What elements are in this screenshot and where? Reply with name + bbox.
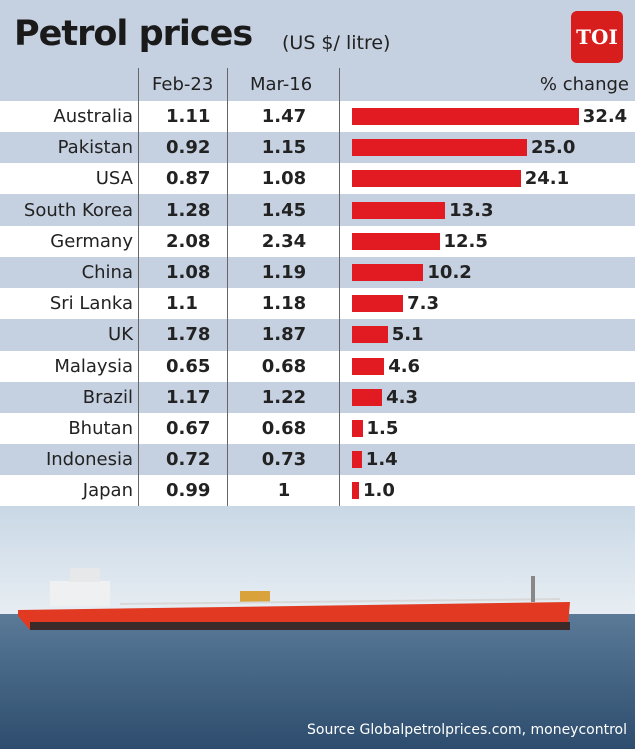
mar16-value: 0.68 — [261, 355, 307, 377]
pct-change-bar — [352, 482, 359, 500]
pct-change-label: 1.4 — [365, 449, 398, 471]
feb23-value: 0.65 — [166, 355, 211, 377]
pct-change-label: 1.5 — [366, 418, 399, 439]
feb23-value: 0.72 — [166, 449, 211, 471]
feb23-value: 1.08 — [166, 262, 211, 283]
pct-change-bar — [352, 295, 404, 313]
table-row: UK 1.78 1.87 5.1 — [0, 319, 635, 350]
header-feb23: Feb-23 — [152, 74, 214, 95]
source-note: Source Globalpetrolprices.com, moneycont… — [307, 722, 627, 738]
pct-change-bar — [352, 170, 521, 188]
pct-change-label: 4.3 — [386, 386, 418, 408]
feb23-value: 1.28 — [166, 199, 211, 221]
feb23-value: 0.92 — [166, 137, 211, 159]
pct-change-label: 32.4 — [582, 106, 628, 127]
pct-change-bar — [352, 108, 579, 125]
pct-change-bar — [352, 420, 363, 437]
toi-logo: TOI — [571, 11, 623, 63]
pct-change-bar — [352, 326, 388, 344]
feb23-value: 1.1 — [166, 293, 198, 315]
pct-change-label: 24.1 — [524, 168, 570, 190]
country-label: Pakistan — [57, 137, 133, 159]
pct-change-label: 7.3 — [407, 293, 439, 315]
country-label: Germany — [50, 230, 133, 252]
table-row: Australia 1.11 1.47 32.4 — [0, 101, 635, 132]
country-label: Japan — [82, 480, 133, 502]
country-label: Australia — [53, 106, 133, 127]
table-row: Germany 2.08 2.34 12.5 — [0, 225, 635, 257]
mar16-value: 1.19 — [261, 262, 307, 283]
country-label: South Korea — [23, 199, 133, 221]
mar16-value: 1.08 — [261, 168, 307, 190]
pct-change-label: 13.3 — [449, 199, 494, 221]
feb23-value: 2.08 — [166, 230, 211, 252]
pct-change-label: 5.1 — [391, 324, 424, 346]
table-row: Sri Lanka 1.1 1.18 7.3 — [0, 288, 635, 320]
pct-change-bar — [352, 264, 424, 281]
table-row: China 1.08 1.19 10.2 — [0, 257, 635, 288]
country-label: Bhutan — [68, 418, 133, 439]
feb23-value: 1.17 — [166, 386, 211, 408]
mar16-value: 1.15 — [261, 137, 307, 159]
mar16-value: 1.18 — [261, 293, 307, 315]
pct-change-label: 10.2 — [427, 262, 472, 283]
tanker-ship-photo — [0, 506, 635, 749]
mar16-value: 2.34 — [261, 230, 307, 252]
pct-change-bar — [352, 232, 440, 250]
table-row: Malaysia 0.65 0.68 4.6 — [0, 350, 635, 382]
table-row: Japan 0.99 1 1.0 — [0, 475, 635, 507]
divider — [227, 68, 228, 506]
feb23-value: 0.67 — [166, 418, 211, 439]
country-label: Indonesia — [45, 449, 133, 471]
mar16-value: 1.45 — [261, 199, 307, 221]
divider — [138, 68, 139, 506]
table-row: Brazil 1.17 1.22 4.3 — [0, 382, 635, 413]
pct-change-bar — [352, 201, 446, 219]
chart-subtitle: (US $/ litre) — [282, 32, 391, 54]
feb23-value: 0.99 — [166, 480, 211, 502]
table-row: South Korea 1.28 1.45 13.3 — [0, 195, 635, 226]
mar16-value: 0.73 — [261, 449, 307, 471]
pct-change-label: 12.5 — [443, 230, 488, 252]
chart-title: Petrol prices — [14, 14, 253, 54]
country-label: Malaysia — [54, 355, 133, 377]
feb23-value: 1.78 — [166, 324, 211, 346]
country-label: UK — [108, 324, 133, 346]
country-label: Brazil — [82, 386, 133, 408]
pct-change-label: 4.6 — [388, 355, 421, 377]
pct-change-bar — [352, 357, 385, 375]
pct-change-label: 1.0 — [363, 480, 395, 502]
header-mar16: Mar-16 — [250, 74, 313, 95]
table-row: Pakistan 0.92 1.15 25.0 — [0, 132, 635, 163]
table-row: USA 0.87 1.08 24.1 — [0, 163, 635, 195]
country-label: China — [81, 262, 133, 283]
pct-change-bar — [352, 451, 362, 469]
mar16-value: 1.22 — [261, 386, 307, 408]
divider — [339, 68, 340, 506]
header-pct-change: % change — [539, 74, 629, 95]
pct-change-bar — [352, 388, 383, 406]
country-label: Sri Lanka — [49, 293, 133, 315]
mar16-value: 1.47 — [261, 106, 307, 127]
table-row: Bhutan 0.67 0.68 1.5 — [0, 413, 635, 444]
feb23-value: 1.11 — [166, 106, 211, 127]
pct-change-label: 25.0 — [531, 137, 576, 159]
mar16-value: 1.87 — [261, 324, 307, 346]
feb23-value: 0.87 — [166, 168, 211, 190]
mar16-value: 1 — [277, 480, 291, 502]
pct-change-bar — [352, 139, 527, 157]
country-label: USA — [95, 168, 133, 190]
mar16-value: 0.68 — [261, 418, 307, 439]
table-row: Indonesia 0.72 0.73 1.4 — [0, 444, 635, 475]
